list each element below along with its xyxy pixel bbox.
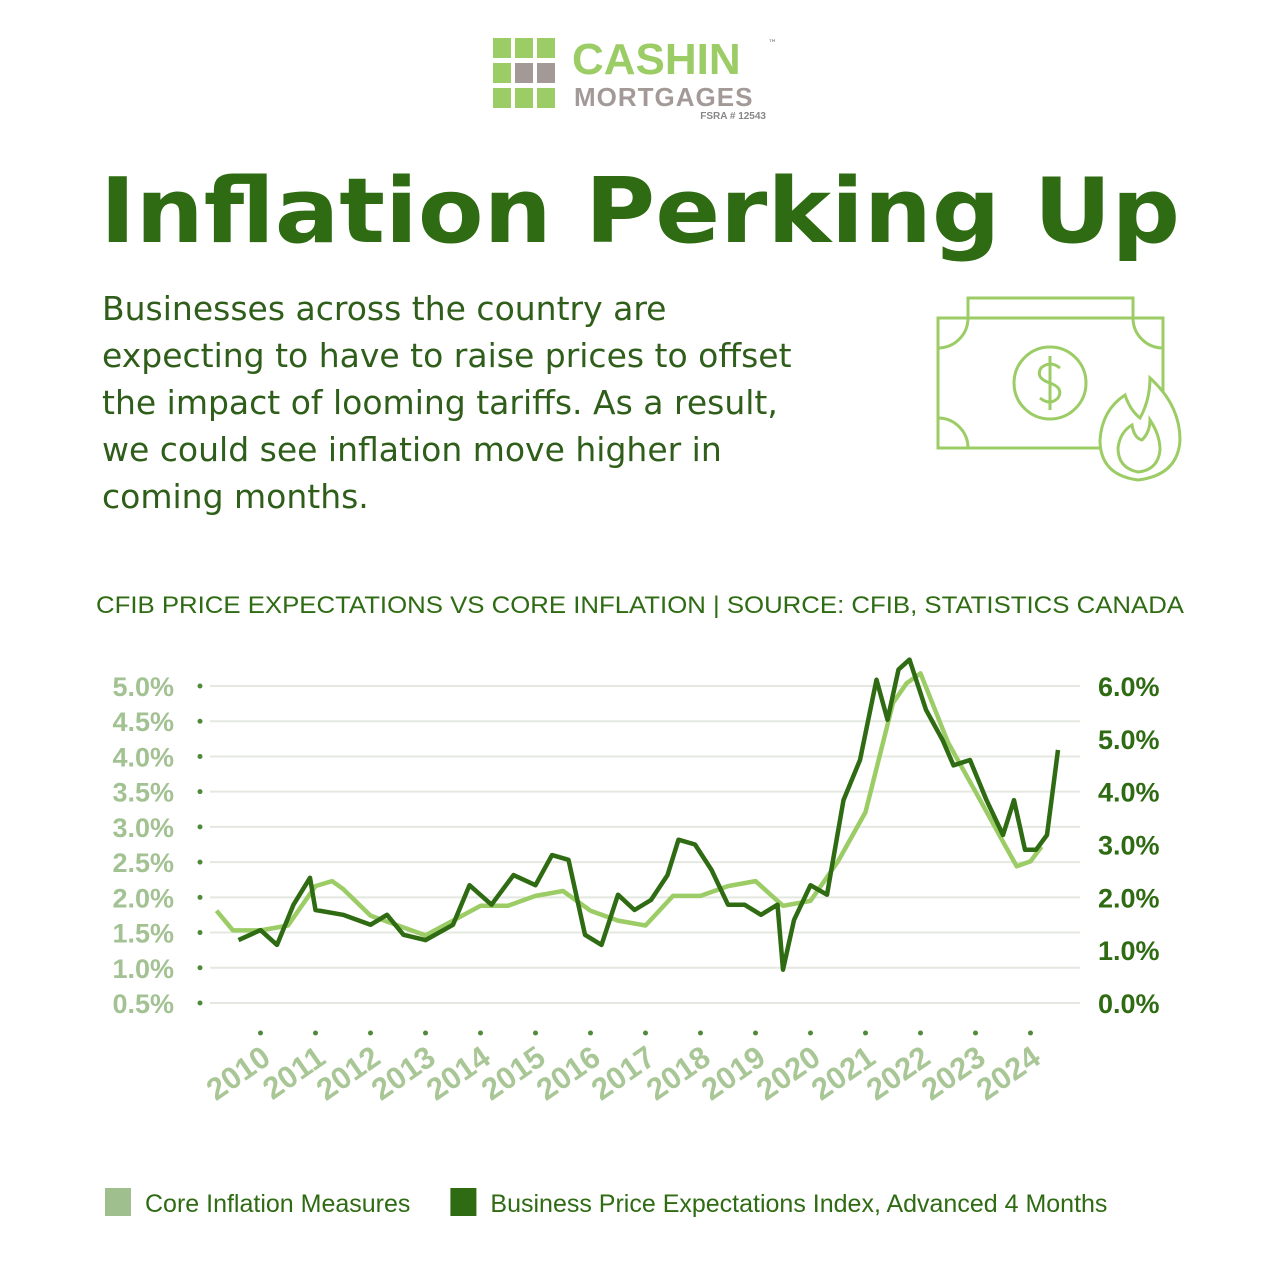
x-tick-mark xyxy=(423,1030,428,1036)
x-tick-label: 2024 xyxy=(970,1039,1047,1108)
y2-tick-label: 3.0% xyxy=(1098,831,1160,861)
title: Inflation Perking Up xyxy=(100,159,1180,264)
body-line: Businesses across the country are xyxy=(102,289,666,328)
body-line: we could see inflation move higher in xyxy=(102,430,722,469)
legend-label: Business Price Expectations Index, Advan… xyxy=(490,1190,1107,1218)
x-tick-mark xyxy=(643,1030,648,1036)
brand: CASHIN xyxy=(572,35,741,84)
license: FSRA # 12543 xyxy=(700,111,766,122)
y2-tick-label: 1.0% xyxy=(1098,936,1160,966)
y-tick-mark xyxy=(197,965,203,971)
logo-mark xyxy=(493,38,555,108)
x-tick-mark xyxy=(258,1030,263,1036)
x-tick-mark xyxy=(808,1030,813,1036)
chart-title: CFIB PRICE EXPECTATIONS VS CORE INFLATIO… xyxy=(96,592,1184,619)
money-icon xyxy=(936,296,1182,482)
body-line: coming months. xyxy=(102,477,369,516)
series-line xyxy=(214,671,1044,938)
x-tick-mark xyxy=(478,1030,483,1036)
legend-swatch xyxy=(105,1188,131,1216)
y-tick-label: 0.5% xyxy=(112,989,174,1019)
y-tick-mark xyxy=(197,930,203,936)
y-tick-mark xyxy=(197,789,203,795)
x-tick-mark xyxy=(698,1030,703,1036)
y-tick-label: 1.0% xyxy=(112,954,174,984)
body-text: Businesses across the country are expecti… xyxy=(102,289,792,516)
body-line: expecting to have to raise prices to off… xyxy=(102,336,792,375)
y2-tick-label: 6.0% xyxy=(1098,672,1160,702)
x-tick-mark xyxy=(313,1030,318,1036)
y-tick-mark xyxy=(197,683,203,689)
y-tick-label: 4.5% xyxy=(112,707,174,737)
series-line xyxy=(237,657,1061,972)
y-tick-label: 2.5% xyxy=(112,848,174,878)
y-tick-mark xyxy=(197,718,203,724)
y-tick-label: 3.0% xyxy=(112,813,174,843)
y-tick-mark xyxy=(197,753,203,759)
y-tick-label: 2.0% xyxy=(112,883,174,913)
y-tick-mark xyxy=(197,824,203,830)
y-tick-label: 4.0% xyxy=(112,742,174,772)
x-tick-mark xyxy=(863,1030,868,1036)
body-line: the impact of looming tariffs. As a resu… xyxy=(102,383,778,422)
x-tick-mark xyxy=(533,1030,538,1036)
x-tick-mark xyxy=(753,1030,758,1036)
y-tick-mark xyxy=(197,1000,203,1006)
x-tick-mark xyxy=(918,1030,923,1036)
y2-tick-label: 4.0% xyxy=(1098,778,1160,808)
y-tick-label: 1.5% xyxy=(112,919,174,949)
y2-tick-label: 2.0% xyxy=(1098,883,1160,913)
trademark: ™ xyxy=(768,39,777,49)
x-tick-mark xyxy=(368,1030,373,1036)
y-tick-label: 5.0% xyxy=(112,672,174,702)
y-tick-mark xyxy=(197,859,203,865)
legend-label: Core Inflation Measures xyxy=(145,1190,410,1218)
chart: 0.5% 1.0% 1.5% 2.0% 2.5% 3.0% 3.5% 4.0% 4.5% 5.0%… xyxy=(105,657,1160,1218)
x-tick-mark xyxy=(973,1030,978,1036)
legend-swatch xyxy=(450,1188,477,1216)
sub-brand: MORTGAGES xyxy=(574,82,753,112)
y-tick-mark xyxy=(197,894,203,900)
x-tick-mark xyxy=(1028,1030,1033,1036)
y-tick-label: 3.5% xyxy=(112,778,174,808)
y2-tick-label: 5.0% xyxy=(1098,725,1160,755)
x-tick-mark xyxy=(588,1030,593,1036)
y2-tick-label: 0.0% xyxy=(1098,989,1160,1019)
